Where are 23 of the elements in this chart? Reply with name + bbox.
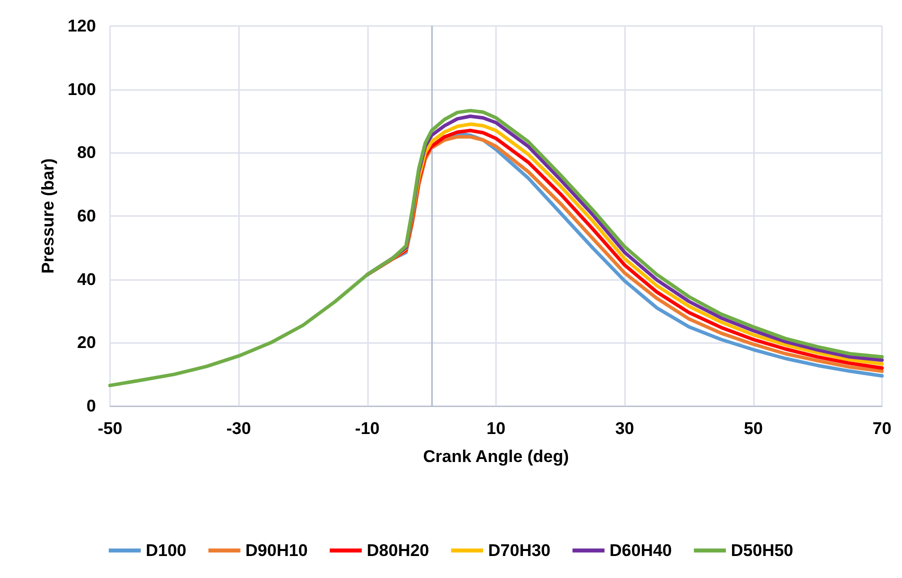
legend-label: D90H10 [245, 541, 308, 560]
legend-label: D70H30 [488, 541, 551, 560]
x-tick-label: 50 [744, 419, 763, 438]
x-tick-label: 70 [872, 419, 892, 438]
x-tick-label: -50 [98, 419, 122, 438]
x-tick-label: -30 [226, 419, 251, 438]
y-tick-label: 0 [86, 396, 96, 416]
x-axis-title: Crank Angle (deg) [423, 447, 569, 466]
x-tick-label: 10 [486, 419, 506, 438]
x-tick-label: 30 [615, 419, 634, 438]
legend-label: D60H40 [610, 541, 672, 560]
y-tick-label: 20 [77, 333, 96, 352]
legend-label: D100 [146, 541, 186, 560]
y-tick-label: 40 [77, 270, 96, 289]
x-tick-label: -10 [355, 419, 380, 438]
y-tick-label: 60 [77, 206, 96, 226]
legend-label: D50H50 [730, 541, 794, 560]
y-tick-label: 80 [77, 143, 96, 162]
line-series [108, 108, 884, 388]
y-axis-title: Pressure (bar) [38, 158, 58, 274]
y-tick-label: 120 [68, 16, 96, 36]
y-tick-label: 100 [68, 80, 96, 99]
legend-label: D80H20 [366, 541, 430, 560]
